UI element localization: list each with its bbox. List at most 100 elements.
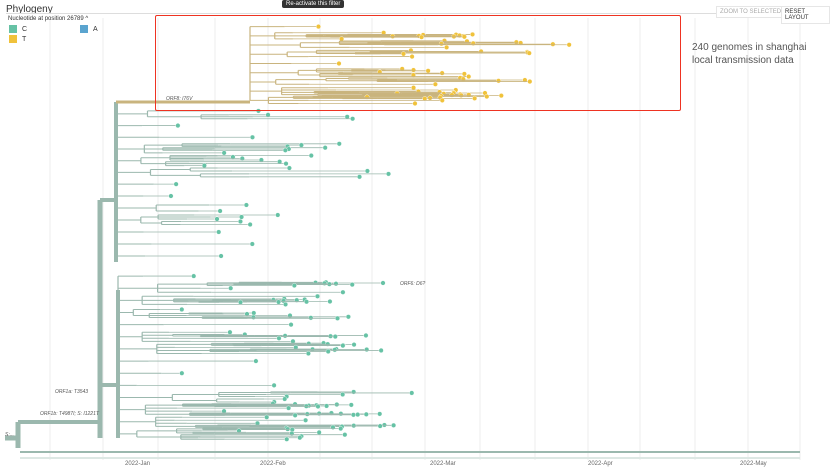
tip-node xyxy=(179,370,185,376)
tip-node xyxy=(251,310,257,316)
tip-node xyxy=(175,123,181,129)
tip-node xyxy=(292,412,298,418)
tip-node xyxy=(345,314,351,320)
tip-node xyxy=(439,97,445,103)
tip-node xyxy=(334,315,340,321)
tip-node xyxy=(237,218,243,224)
legend-item-c[interactable]: C xyxy=(9,25,27,33)
tip-node xyxy=(315,403,321,409)
tip-node xyxy=(363,332,369,338)
tip-node xyxy=(298,142,304,148)
tip-node xyxy=(326,281,332,287)
tip-node xyxy=(282,396,288,402)
tip-node xyxy=(216,229,222,235)
tip-node xyxy=(391,422,397,428)
tip-node xyxy=(336,61,342,67)
tip-node xyxy=(284,436,290,442)
tip-node xyxy=(444,44,450,50)
annotation-line-1: 240 genomes in shanghai xyxy=(692,42,807,53)
legend-label: C xyxy=(22,25,28,33)
tip-node xyxy=(324,403,330,409)
tip-node xyxy=(340,289,346,295)
tip-node xyxy=(472,95,478,101)
zoom-to-selected-button[interactable]: ZOOM TO SELECTED xyxy=(716,6,786,18)
tip-node xyxy=(286,405,292,411)
tip-node xyxy=(363,411,369,417)
tip-node xyxy=(351,342,357,348)
tip-node xyxy=(283,161,289,167)
tip-node xyxy=(357,174,363,180)
tip-node xyxy=(173,181,179,187)
tip-node xyxy=(364,347,370,353)
tip-node xyxy=(349,282,355,288)
tip-node xyxy=(168,193,174,199)
chevron-up-icon[interactable]: ^ xyxy=(85,16,89,22)
tip-node xyxy=(550,41,556,47)
tip-node xyxy=(336,141,342,147)
tip-node xyxy=(304,299,310,305)
tip-node xyxy=(316,429,322,435)
tip-node xyxy=(322,145,328,151)
tip-node xyxy=(286,165,292,171)
tip-node xyxy=(218,253,224,259)
tip-node xyxy=(291,283,297,289)
legend-label: T xyxy=(22,35,27,43)
tip-node xyxy=(466,74,472,80)
tip-node xyxy=(288,322,294,328)
tip-node xyxy=(239,214,245,220)
tip-node xyxy=(409,54,415,60)
tip-node xyxy=(276,299,282,305)
tip-node xyxy=(527,79,533,85)
tip-node xyxy=(264,414,270,420)
tip-node xyxy=(385,171,391,177)
tip-node xyxy=(327,298,333,304)
tip-node xyxy=(325,348,331,354)
tip-node xyxy=(332,347,338,353)
tip-node xyxy=(350,116,356,122)
highlight-box xyxy=(155,15,681,111)
tip-node xyxy=(340,391,346,397)
annotation-text: 240 genomes in shanghai local transmissio… xyxy=(692,41,807,67)
tip-node xyxy=(332,334,338,340)
tip-node xyxy=(412,100,418,106)
tip-node xyxy=(238,299,244,305)
tip-node xyxy=(201,163,207,169)
tip-node xyxy=(275,212,281,218)
legend-item-t[interactable]: T xyxy=(9,35,26,43)
tip-node xyxy=(221,150,227,156)
tip-node xyxy=(271,382,277,388)
tip-node xyxy=(214,216,220,222)
swatch-a xyxy=(80,25,88,33)
tip-node xyxy=(276,335,282,341)
tip-node xyxy=(342,432,348,438)
tip-node xyxy=(305,350,311,356)
color-by-label[interactable]: Nucleotide at position 26789 ^ xyxy=(8,16,88,22)
tip-node xyxy=(340,343,346,349)
tip-node xyxy=(285,426,291,432)
axis-tick-label: 2022-Mar xyxy=(430,461,456,467)
tip-node xyxy=(250,314,256,320)
tip-node xyxy=(191,273,197,279)
axis-tick-label: 2022-Feb xyxy=(260,461,286,467)
tip-node xyxy=(351,389,357,395)
panel-title: Phylogeny xyxy=(6,4,53,15)
tip-node xyxy=(243,202,249,208)
axis-tick-label: 2022-Jan xyxy=(125,461,150,467)
filter-tooltip: Re-activate this filter xyxy=(282,0,345,8)
swatch-c xyxy=(9,25,17,33)
tip-node xyxy=(422,96,428,102)
tip-node xyxy=(364,168,370,174)
branch-label-root: S:... xyxy=(5,432,14,438)
reset-layout-button[interactable]: RESET LAYOUT xyxy=(781,6,830,24)
branch-label-orf6: ORF6: D6? xyxy=(400,281,426,287)
legend-item-a[interactable]: A xyxy=(80,25,98,33)
tip-node xyxy=(526,50,532,56)
tip-node xyxy=(461,34,467,40)
tip-node xyxy=(283,301,289,307)
tip-node xyxy=(377,423,383,429)
branch-label-orf1a: ORF1a: T3543 xyxy=(55,389,88,395)
branch-label-orf1b: ORF1b: T4987I; S: I1221T xyxy=(40,411,100,417)
tip-node xyxy=(308,153,314,159)
tip-node xyxy=(282,147,288,153)
